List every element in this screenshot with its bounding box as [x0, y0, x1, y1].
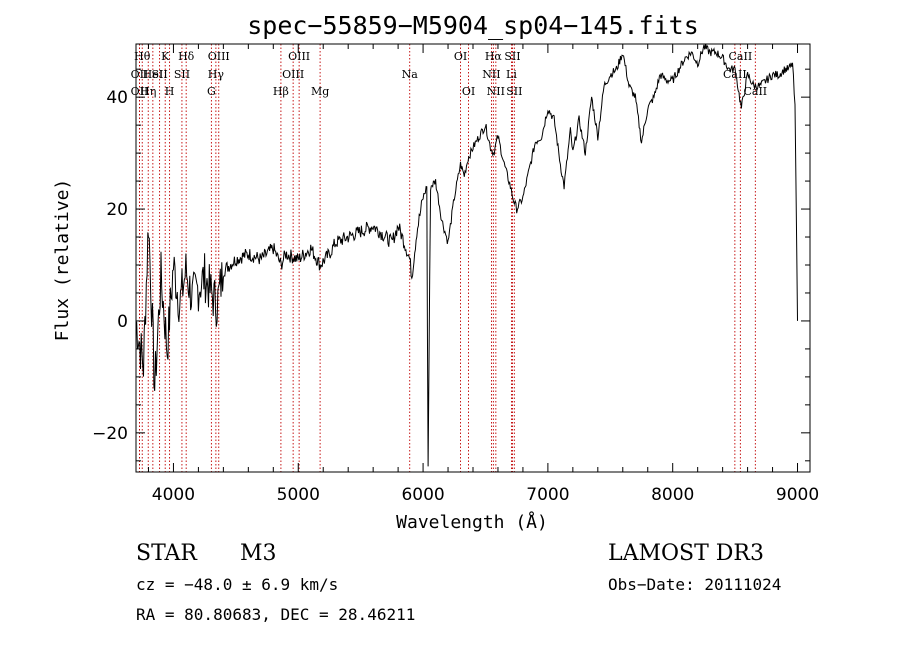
x-tick-label: 5000 [277, 485, 320, 505]
line-marker-label: CaII [743, 85, 767, 98]
line-marker-label: OIII [282, 68, 304, 81]
y-tick-label: 20 [106, 200, 128, 220]
line-markers [139, 44, 756, 472]
line-marker-label: Na [402, 68, 419, 81]
y-axis-label: Flux (relative) [52, 179, 73, 342]
x-axis-ticks: 4000 5000 6000 7000 8000 9000 [147, 44, 819, 505]
redshift-velocity: cz = −48.0 ± 6.9 km/s [136, 575, 338, 594]
y-tick-label: 0 [117, 312, 128, 332]
chart-title: spec−55859−M5904_sp04−145.fits [247, 11, 699, 40]
line-marker-label: OII [131, 68, 149, 81]
line-marker-label: NII [487, 85, 505, 98]
line-marker-label: Hα [485, 50, 503, 63]
x-tick-label: 8000 [651, 485, 694, 505]
line-marker-label: H [165, 85, 175, 98]
line-marker-label: OI [454, 50, 467, 63]
y-tick-label: −20 [92, 424, 128, 444]
line-marker-label: Hβ [273, 85, 289, 98]
line-marker-label: CaII [729, 50, 753, 63]
line-marker-label: OI [462, 85, 475, 98]
line-marker-label: OIII [208, 50, 230, 63]
line-marker-label: SII [174, 68, 190, 81]
y-tick-label: 40 [106, 88, 128, 108]
line-marker-label: SII [506, 85, 522, 98]
spectrum-series-line [135, 44, 798, 467]
survey-name: LAMOST DR3 [608, 541, 764, 566]
observation-date: Obs−Date: 20111024 [608, 575, 781, 594]
line-marker-label: Li [506, 68, 517, 81]
object-subclass: M3 [240, 541, 277, 566]
x-tick-label: 7000 [526, 485, 569, 505]
line-marker-label: Hγ [208, 68, 225, 81]
x-axis-label: Wavelength (Å) [396, 511, 548, 533]
object-type: STAR [136, 541, 198, 566]
line-marker-label: OIII [288, 50, 310, 63]
line-marker-label: K [161, 50, 170, 63]
line-marker-label: SII [151, 68, 167, 81]
line-marker-label: NII [482, 68, 500, 81]
line-marker-label: CaII [723, 68, 747, 81]
coordinates: RA = 80.80683, DEC = 28.46211 [136, 605, 415, 624]
line-marker-label: OII [131, 85, 149, 98]
line-marker-label: Hδ [178, 50, 195, 63]
line-marker-label: Mg [311, 85, 329, 98]
x-tick-label: 6000 [401, 485, 444, 505]
x-tick-label: 9000 [776, 485, 819, 505]
line-marker-label: Hη [140, 85, 156, 98]
line-marker-label: G [207, 85, 216, 98]
y-axis-ticks: −20 0 20 40 [92, 68, 810, 462]
line-marker-label: HeI [143, 68, 163, 81]
x-tick-label: 4000 [152, 485, 195, 505]
line-marker-label: Hθ [134, 50, 151, 63]
line-marker-label: SII [504, 50, 520, 63]
